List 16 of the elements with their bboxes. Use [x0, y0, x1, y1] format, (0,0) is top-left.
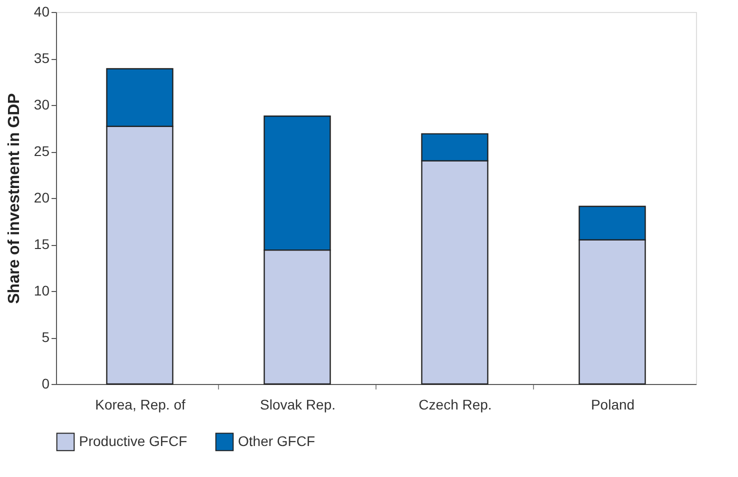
y-tick-label: 10: [34, 282, 50, 298]
y-tick-label: 20: [34, 190, 50, 206]
x-tick-label: Czech Rep.: [418, 396, 492, 412]
y-tick-label: 5: [42, 329, 50, 345]
y-axis-title: Share of investment in GDP: [6, 92, 23, 304]
legend-label: Productive GFCF: [79, 432, 188, 449]
y-tick-label: 35: [34, 50, 50, 66]
y-tick-label: 25: [34, 143, 50, 159]
y-tick-label: 30: [34, 96, 50, 112]
x-tick-label: Slovak Rep.: [260, 396, 336, 412]
x-tick-label: Poland: [590, 396, 635, 412]
x-tick-label: Korea, Rep. of: [95, 396, 186, 412]
y-tick-label: 0: [42, 376, 50, 392]
legend-label: Other GFCF: [238, 432, 316, 449]
y-tick-label: 15: [34, 236, 50, 252]
y-tick-label: 40: [34, 4, 50, 20]
